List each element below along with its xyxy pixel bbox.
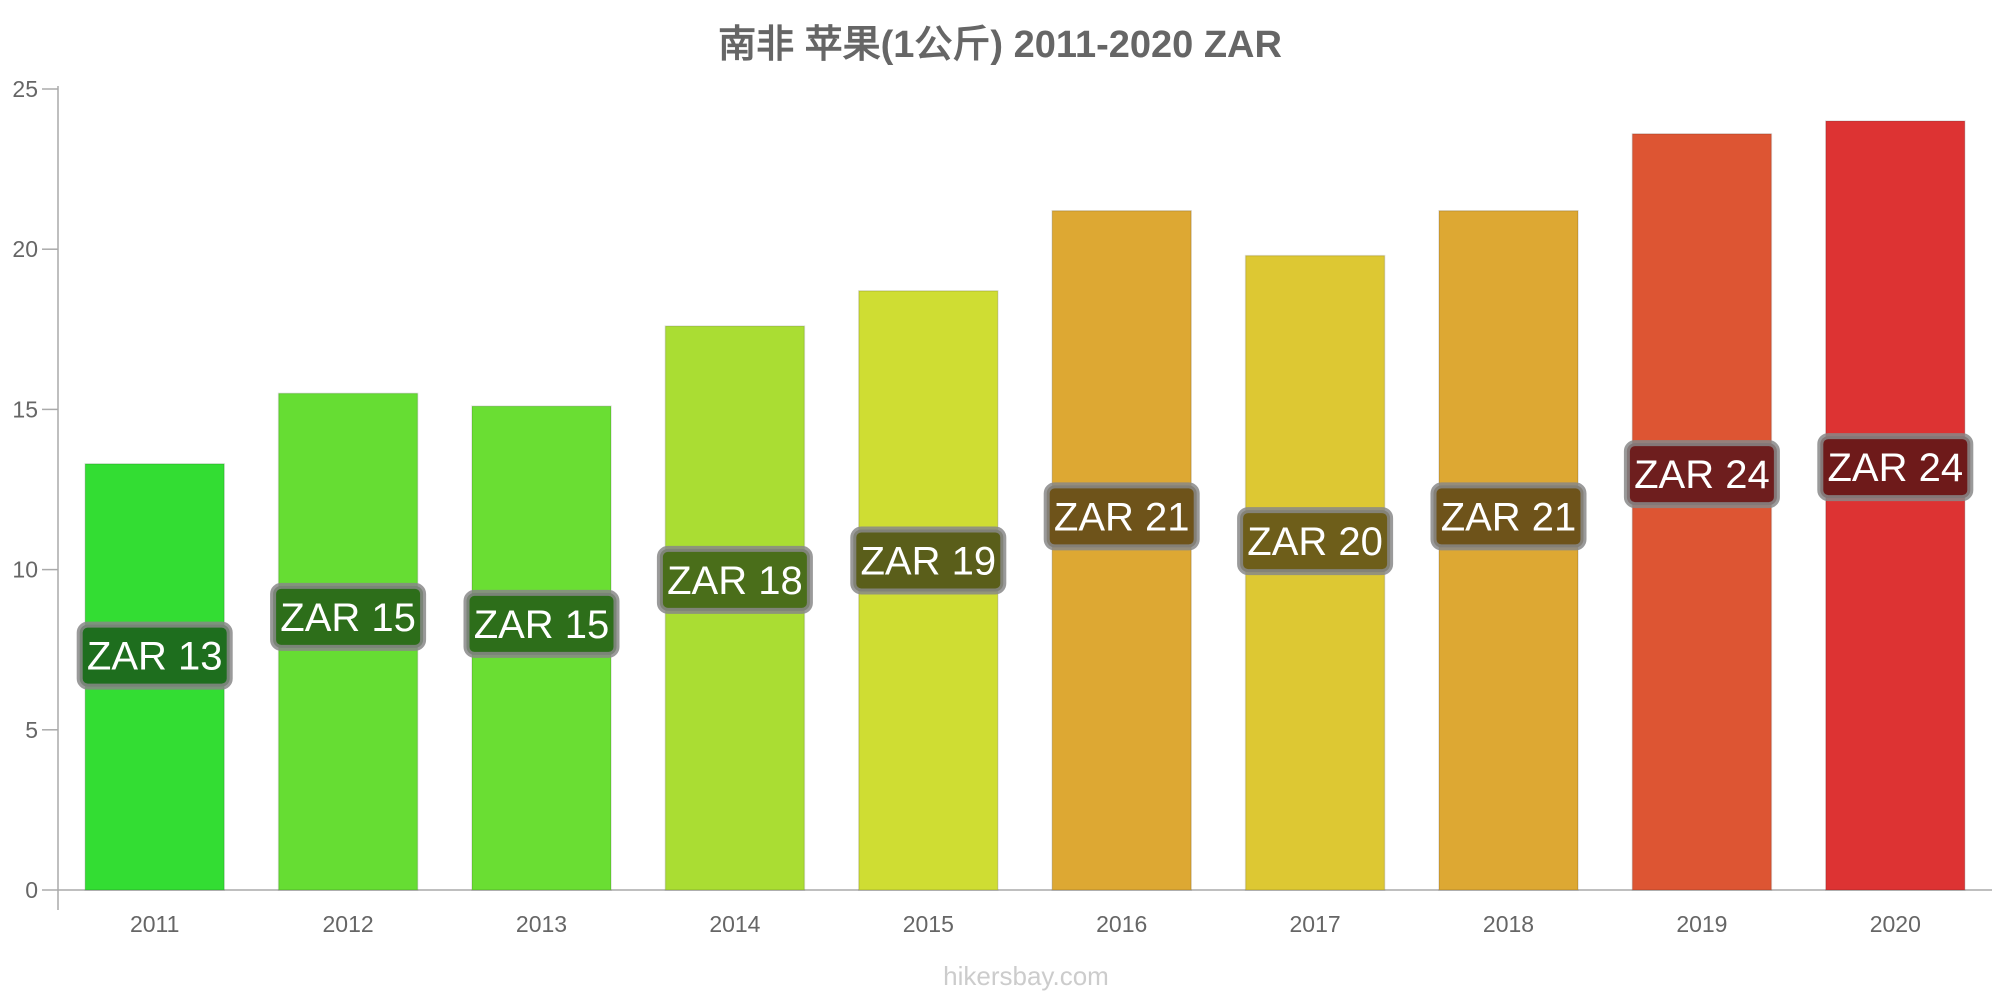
x-tick-label: 2015 — [903, 911, 954, 937]
data-label-2014: ZAR 18 — [656, 545, 813, 614]
data-label-2017: ZAR 20 — [1237, 507, 1394, 576]
data-label-box — [850, 526, 1007, 595]
data-label-text: ZAR 20 — [1247, 520, 1383, 564]
bar-2019 — [1631, 133, 1773, 891]
bar-2020 — [1825, 120, 1966, 891]
y-tick-label: 0 — [25, 877, 38, 903]
data-label-text: ZAR 21 — [1054, 495, 1190, 539]
data-label-text: ZAR 21 — [1441, 495, 1577, 539]
x-tick-label: 2020 — [1870, 911, 1921, 937]
y-tick-label: 5 — [25, 717, 38, 743]
x-tick-label: 2016 — [1096, 911, 1147, 937]
data-label-2013: ZAR 15 — [463, 589, 620, 658]
data-label-text: ZAR 15 — [280, 596, 416, 640]
data-label-2011: ZAR 13 — [76, 621, 233, 690]
data-label-box — [270, 582, 427, 651]
data-label-box — [1043, 482, 1200, 551]
data-label-text: ZAR 19 — [860, 539, 996, 583]
x-tick-label: 2011 — [130, 911, 179, 937]
x-axis: 2011 2012 2013 2014 2015 2016 2017 2018 2019 2020 — [58, 889, 1992, 937]
y-tick-label: 10 — [12, 557, 38, 583]
data-label-2019: ZAR 24 — [1623, 440, 1780, 509]
data-label-text: ZAR 24 — [1634, 453, 1770, 497]
data-label-box — [463, 589, 620, 658]
x-tick-label: 2018 — [1483, 911, 1534, 937]
chart-title: 南非 苹果(1公斤) 2011-2020 ZAR — [718, 24, 1282, 66]
data-label-2016: ZAR 21 — [1043, 482, 1200, 551]
data-label-text: ZAR 24 — [1827, 446, 1963, 490]
x-tick-label: 2017 — [1290, 911, 1341, 937]
data-label-text: ZAR 18 — [667, 559, 803, 603]
data-label-box — [656, 545, 813, 614]
data-label-box — [1430, 482, 1587, 551]
data-label-2018: ZAR 21 — [1430, 482, 1587, 551]
data-label-box — [1623, 440, 1780, 509]
y-axis: 0 5 10 15 20 25 — [12, 76, 59, 910]
y-tick-label: 20 — [12, 236, 38, 262]
data-label-text: ZAR 15 — [474, 603, 610, 647]
data-label-2015: ZAR 19 — [850, 526, 1007, 595]
x-tick-label: 2019 — [1676, 911, 1727, 937]
watermark: hikersbay.com — [943, 961, 1109, 991]
y-tick-label: 15 — [12, 396, 38, 422]
y-tick-label: 25 — [12, 76, 38, 102]
data-label-box — [76, 621, 233, 690]
x-tick-label: 2014 — [709, 911, 760, 937]
data-label-2020: ZAR 24 — [1817, 433, 1974, 502]
x-tick-label: 2012 — [323, 911, 374, 937]
x-tick-label: 2013 — [516, 911, 567, 937]
data-label-2012: ZAR 15 — [270, 582, 427, 651]
data-label-box — [1237, 507, 1394, 576]
data-label-box — [1817, 433, 1974, 502]
data-labels-group: ZAR 13 ZAR 15 ZAR 15 ZAR 18 ZAR 19 ZAR 21 ZAR … — [76, 433, 1974, 690]
data-label-text: ZAR 13 — [87, 635, 223, 679]
